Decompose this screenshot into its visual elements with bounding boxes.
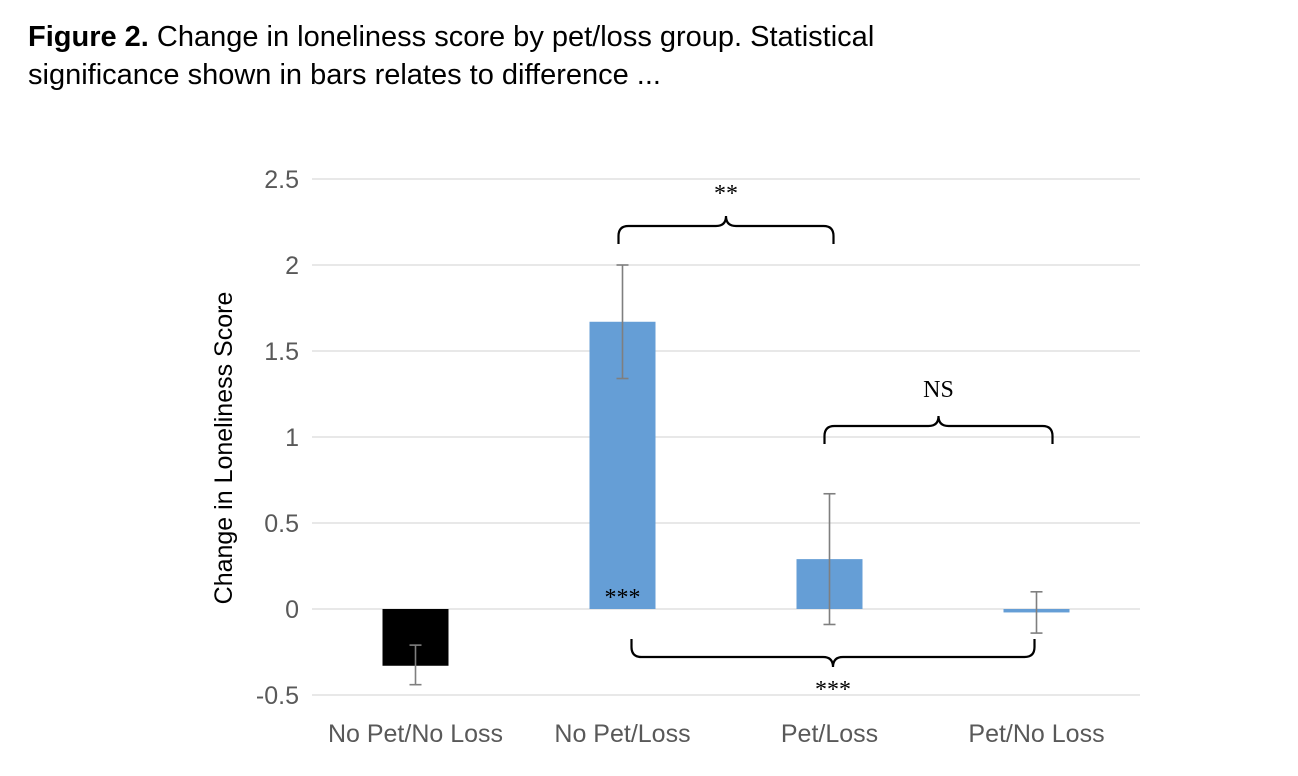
- comparison-bracket-1: [823, 415, 1054, 444]
- comparison-bracket-0: [617, 215, 835, 244]
- comparison-bracket-2: [630, 639, 1036, 668]
- error-bar-2: [823, 492, 836, 626]
- y-tick-label: 2: [285, 252, 299, 280]
- y-axis-ticks: -0.5 0 0.5 1 1.5 2 2.5: [256, 166, 299, 710]
- x-tick-label: Pet/No Loss: [968, 720, 1104, 748]
- y-axis-label: Change in Loneliness Score: [210, 292, 238, 605]
- figure-caption-text: Change in loneliness score by pet/loss g…: [28, 21, 875, 91]
- comparison-label-0: **: [714, 181, 738, 207]
- figure-caption: Figure 2. Change in loneliness score by …: [28, 18, 1028, 94]
- bars: [382, 321, 1070, 666]
- annotations: *****NS***: [605, 181, 1054, 703]
- x-tick-label: Pet/Loss: [781, 720, 878, 748]
- y-tick-label: 0: [285, 596, 299, 624]
- error-bar-0: [409, 644, 422, 686]
- bar-annotation: ***: [605, 585, 641, 611]
- x-tick-label: No Pet/No Loss: [328, 720, 503, 748]
- x-axis-ticks: No Pet/No Loss No Pet/Loss Pet/Loss Pet/No …: [328, 720, 1105, 748]
- gridlines: [312, 178, 1140, 696]
- error-bars: [409, 264, 1043, 686]
- comparison-label-2: ***: [815, 677, 851, 703]
- y-tick-label: 0.5: [264, 510, 299, 538]
- figure-label: Figure 2.: [28, 21, 149, 53]
- error-bar-3: [1030, 590, 1043, 634]
- error-bar-1: [616, 264, 629, 380]
- y-tick-label: 2.5: [264, 166, 299, 194]
- x-tick-label: No Pet/Loss: [554, 720, 690, 748]
- y-tick-label: -0.5: [256, 682, 299, 710]
- comparison-label-1: NS: [923, 377, 954, 403]
- y-tick-label: 1.5: [264, 338, 299, 366]
- y-tick-label: 1: [285, 424, 299, 452]
